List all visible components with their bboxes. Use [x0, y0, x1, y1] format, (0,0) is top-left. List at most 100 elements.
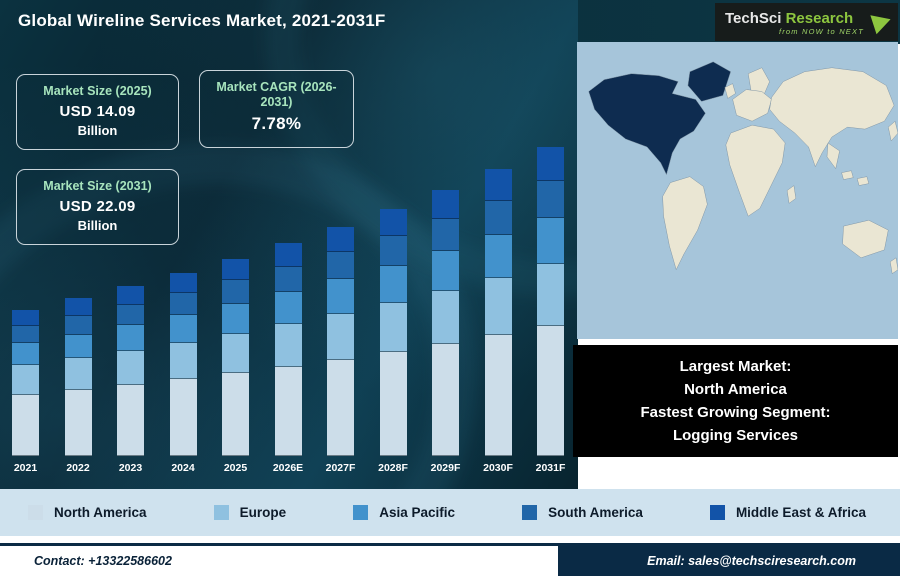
legend-swatch-icon: [28, 505, 43, 520]
x-axis-label: 2023: [118, 462, 143, 474]
map-europe: [732, 89, 772, 122]
legend-swatch-icon: [353, 505, 369, 520]
stat-label: Market CAGR (2026-2031): [216, 80, 337, 109]
legend-item: Europe: [213, 505, 287, 520]
bar-segment: [537, 326, 564, 456]
bar-segment: [64, 298, 92, 316]
bar-segment: [484, 235, 512, 279]
bar-column-2022: 2022: [64, 298, 92, 474]
stat-value: 7.78%: [251, 114, 302, 133]
legend-swatch-icon: [522, 505, 538, 520]
map-scandinavia: [747, 67, 770, 98]
bar-segment: [379, 236, 407, 266]
bar-segment: [537, 146, 564, 181]
footer-bar: Contact: +13322586602 Email: sales@techs…: [0, 543, 900, 576]
bar-segment: [432, 251, 459, 292]
world-map: [577, 42, 898, 339]
bar-segment: [484, 169, 512, 201]
x-axis-label: 2022: [66, 462, 90, 474]
bar-segment: [327, 313, 354, 360]
bar-segment: [222, 304, 249, 334]
x-axis-label: 2030F: [483, 462, 513, 474]
stat-value: USD 22.09: [59, 198, 136, 215]
map-japan: [888, 120, 898, 142]
logo-arrow-icon: [870, 9, 894, 35]
bar-segment: [327, 226, 354, 253]
bar-segment: [64, 334, 92, 359]
stat-value: USD 14.09: [59, 103, 136, 120]
bar-segment: [117, 325, 144, 351]
legend-label: South America: [548, 505, 643, 520]
map-british-isles: [724, 83, 736, 99]
map-south-america: [662, 176, 708, 271]
bar-column-2031F: 2031F: [536, 146, 565, 474]
bar-segment: [64, 315, 92, 335]
bar-segment: [169, 342, 197, 380]
bar-segment: [117, 286, 144, 305]
legend-swatch-icon: [213, 505, 229, 520]
x-axis-label: 2024: [171, 462, 195, 474]
bar-segment: [537, 217, 564, 265]
map-greenland: [687, 61, 731, 102]
logo-brand-part2: Research: [785, 9, 854, 27]
x-axis-label: 2031F: [535, 462, 566, 474]
bar-segment: [484, 200, 512, 236]
bar-segment: [222, 333, 249, 374]
map-madagascar: [786, 185, 797, 204]
bar-segment: [484, 278, 512, 336]
bar-segment: [169, 273, 197, 294]
bar-segment: [169, 293, 197, 316]
bar-segment: [12, 394, 39, 456]
bar-segment: [64, 389, 92, 456]
bar-segment: [12, 325, 39, 344]
bar-column-2029F: 2029F: [431, 190, 460, 474]
bar-segment: [117, 384, 144, 456]
logo-brand-text: TechSci Research: [725, 10, 864, 27]
x-axis-label: 2026E: [272, 462, 304, 474]
largest-market-box: Largest Market: North America Fastest Gr…: [573, 345, 898, 457]
map-new-zealand: [889, 257, 898, 275]
bar-column-2026E: 2026E: [273, 243, 303, 474]
bar-segment: [274, 266, 302, 293]
bar-column-2024: 2024: [169, 273, 197, 474]
bar-segment: [222, 280, 249, 305]
x-axis-label: 2025: [223, 462, 248, 474]
legend-label: Middle East & Africa: [735, 505, 866, 520]
x-axis-label: 2028F: [378, 462, 408, 474]
map-indonesia: [841, 170, 854, 180]
world-map-panel: [577, 42, 898, 339]
bar-segment: [432, 344, 459, 456]
legend-label: North America: [54, 505, 147, 520]
stat-market-size-2031: Market Size (2031) USD 22.09 Billion: [16, 169, 179, 245]
x-axis-label: 2027F: [325, 462, 356, 474]
bar-segment: [117, 350, 144, 385]
legend-item: North America: [28, 505, 147, 520]
bar-segment: [379, 265, 407, 303]
bar-segment: [169, 379, 197, 456]
largest-market-value: North America: [684, 381, 787, 398]
bar-segment: [379, 302, 407, 353]
bar-segment: [12, 309, 39, 326]
legend-swatch-icon: [709, 505, 725, 520]
map-indonesia: [856, 176, 870, 186]
x-axis-label: 2029F: [430, 462, 461, 474]
bar-column-2028F: 2028F: [378, 208, 408, 474]
stat-label: Market Size (2025): [43, 84, 152, 98]
legend-label: Asia Pacific: [379, 505, 455, 520]
bar-segment: [117, 304, 144, 326]
email-info: Email: sales@techsciresearch.com: [558, 546, 900, 576]
bar-column-2021: 2021: [12, 309, 39, 474]
bar-column-2023: 2023: [117, 286, 144, 474]
bar-segment: [432, 291, 459, 345]
bar-segment: [12, 365, 39, 395]
bar-segment: [274, 292, 302, 325]
bar-segment: [327, 252, 354, 280]
bar-segment: [432, 219, 459, 252]
bar-segment: [64, 358, 92, 390]
logo-tagline: from NOW to NEXT: [778, 26, 864, 36]
bar-segment: [537, 180, 564, 218]
legend-label: Europe: [239, 505, 287, 520]
largest-market-label: Largest Market:: [679, 358, 792, 375]
bar-segment: [327, 359, 354, 456]
